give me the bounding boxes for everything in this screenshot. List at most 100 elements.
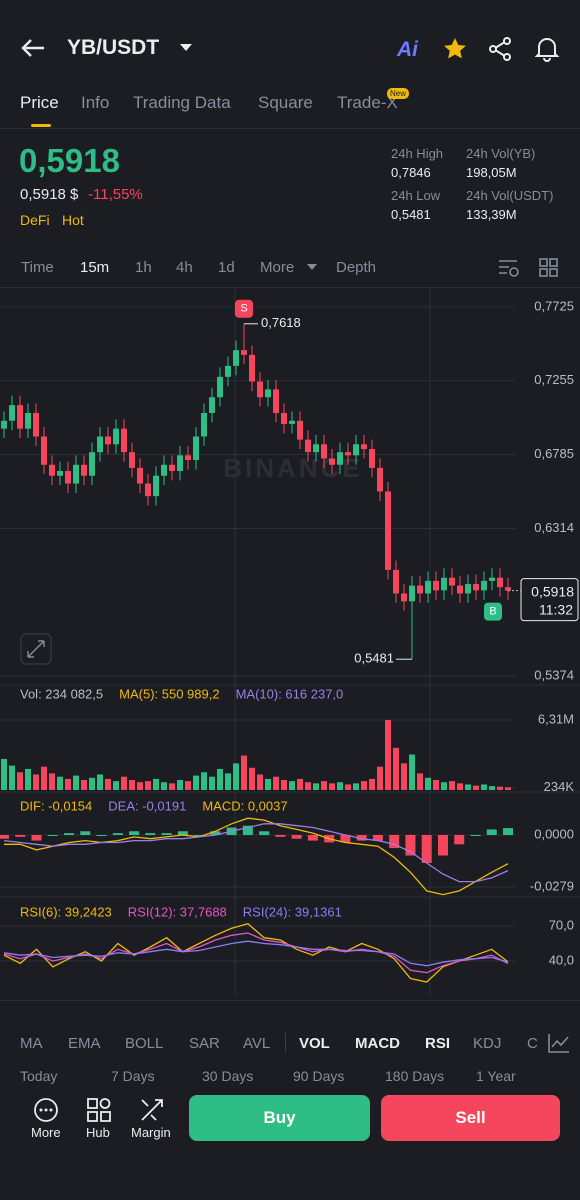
volume-bar [129, 780, 135, 790]
stat-value: 198,05M [466, 165, 517, 180]
layout-icon[interactable] [539, 258, 559, 278]
tab[interactable]: Trade-X [337, 93, 398, 112]
indicator-tab[interactable]: C [527, 1035, 538, 1052]
interval[interactable]: More [260, 259, 295, 276]
sell-button[interactable]: Sell [381, 1095, 560, 1141]
buy-button[interactable]: Buy [189, 1095, 370, 1141]
sell-marker: S [240, 303, 247, 315]
tab[interactable]: Price [20, 93, 59, 112]
volume-bar [217, 768, 223, 790]
legend: DEA: -0,0191 [108, 798, 186, 813]
volume-bar [41, 766, 47, 790]
more-caret[interactable] [306, 263, 318, 271]
volume-bar [9, 765, 15, 790]
interval[interactable]: 1h [135, 259, 152, 276]
volume-bar [417, 773, 423, 790]
range-tab[interactable]: 90 Days [293, 1068, 345, 1084]
indicator-tab[interactable]: AVL [243, 1035, 271, 1052]
price-tick-label: 0,7725 [534, 298, 574, 313]
expand-button[interactable] [20, 633, 52, 665]
candle-body [105, 436, 111, 445]
candle-body [329, 458, 335, 465]
divider [0, 128, 580, 129]
volume-bar [321, 781, 327, 790]
indicator-tab[interactable]: MA [20, 1035, 43, 1052]
volume-bar [49, 773, 55, 790]
margin-icon[interactable] [139, 1097, 165, 1123]
legend: DIF: -0,0154 [20, 798, 92, 813]
macd-bar [96, 835, 107, 836]
macd-bar [194, 835, 205, 836]
tab[interactable]: Trading Data [133, 93, 231, 112]
rsi-tick-label: 40,0 [549, 952, 574, 967]
volume-bar [297, 778, 303, 790]
volume-bar [449, 781, 455, 790]
volume-bar [169, 783, 175, 790]
volume-bar [385, 720, 391, 790]
action-label[interactable]: More [31, 1125, 61, 1140]
interval[interactable]: Time [21, 259, 54, 276]
interval[interactable]: 1d [218, 259, 235, 276]
pair[interactable]: YB/USDT [67, 36, 160, 59]
candle-body [321, 444, 327, 459]
range-tab[interactable]: Today [20, 1068, 58, 1084]
tab[interactable]: Square [258, 93, 313, 112]
macd-bar [356, 835, 367, 841]
macd-bar [15, 835, 26, 837]
tag[interactable]: DeFi [20, 212, 50, 228]
share-icon[interactable] [488, 36, 514, 62]
volume-bar [425, 777, 431, 790]
macd-bar [80, 831, 91, 835]
candle-body [241, 350, 247, 355]
volume-bar [265, 778, 271, 790]
volume-bar [345, 784, 351, 790]
range-tab[interactable]: 7 Days [111, 1068, 155, 1084]
candle-body [161, 464, 167, 476]
back-icon[interactable] [20, 37, 46, 59]
more-icon[interactable] [33, 1097, 59, 1123]
indicator-tab[interactable]: BOLL [125, 1035, 164, 1052]
alert-icon[interactable] [534, 35, 560, 63]
indicator-tab[interactable]: SAR [189, 1035, 220, 1052]
candle-body [9, 405, 15, 421]
indicator-tab[interactable]: VOL [299, 1035, 330, 1052]
indicator-tab[interactable]: RSI [425, 1035, 451, 1052]
ai-button[interactable]: Ai [397, 38, 418, 61]
action-label[interactable]: Hub [86, 1125, 110, 1140]
indicator-tab[interactable]: EMA [68, 1035, 101, 1052]
candle-body [81, 464, 87, 476]
range-tab[interactable]: 1 Year [476, 1068, 516, 1084]
indicator-tab[interactable]: KDJ [473, 1035, 502, 1052]
volume-bar [225, 773, 231, 790]
pair-caret[interactable] [179, 43, 193, 53]
candle-body [313, 444, 319, 453]
volume-bar [457, 783, 463, 790]
action-label[interactable]: Margin [131, 1125, 171, 1140]
buy-marker-box [484, 602, 502, 621]
range-tab[interactable]: 30 Days [202, 1068, 254, 1084]
countdown: 11:32 [539, 601, 573, 617]
tab[interactable]: Info [81, 93, 110, 112]
interval[interactable]: Depth [336, 259, 377, 276]
hub-icon[interactable] [86, 1097, 112, 1123]
candle-body [393, 569, 399, 594]
candle-body [193, 436, 199, 461]
favorite-icon[interactable] [442, 36, 468, 62]
candle-body [153, 475, 159, 497]
stat-label: 24h Vol(YB) [466, 146, 536, 161]
indicator-tab[interactable]: MACD [355, 1035, 400, 1052]
interval[interactable]: 15m [80, 259, 110, 276]
volume-bar [465, 784, 471, 790]
indicator-line [4, 817, 509, 896]
stat-label: 24h High [391, 146, 444, 161]
last-price-tag: 0,5918 [531, 583, 574, 599]
macd-bar [242, 825, 253, 835]
interval[interactable]: 4h [176, 259, 193, 276]
range-tab[interactable]: 180 Days [385, 1068, 445, 1084]
volume-bar [329, 783, 335, 790]
low-label: 0,5481 [354, 651, 394, 666]
chart-settings-icon[interactable] [548, 1033, 570, 1053]
tag[interactable]: Hot [62, 212, 84, 228]
candle-body [169, 464, 175, 472]
settings-icon[interactable] [498, 258, 520, 278]
